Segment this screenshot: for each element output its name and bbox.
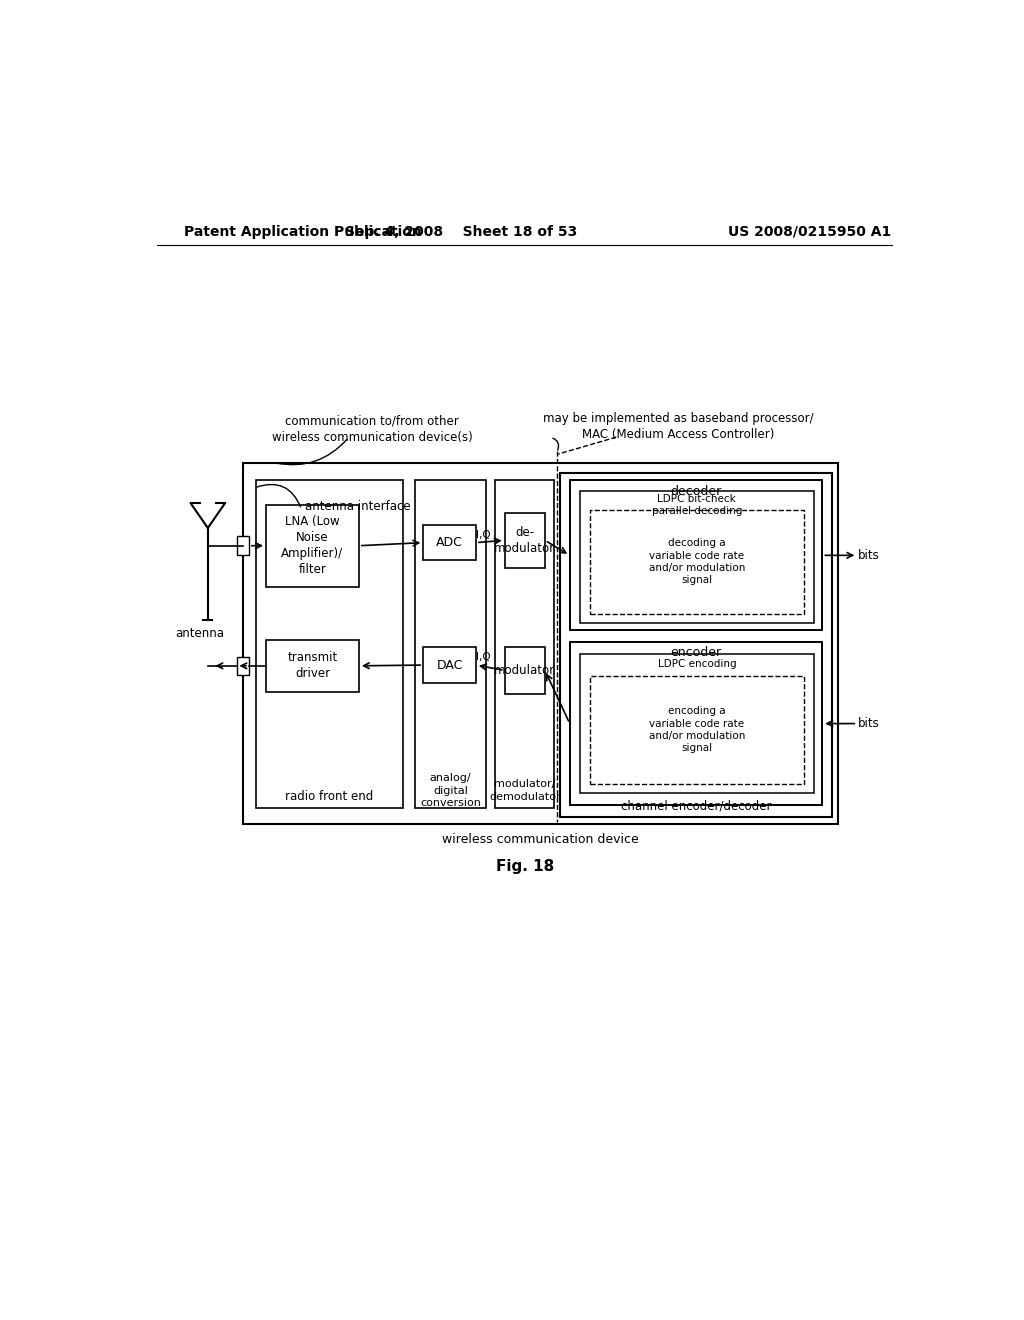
Text: US 2008/0215950 A1: US 2008/0215950 A1 bbox=[728, 224, 892, 239]
Bar bbox=[266, 640, 359, 692]
Bar bbox=[266, 504, 359, 586]
Text: encoding a
variable code rate
and/or modulation
signal: encoding a variable code rate and/or mod… bbox=[648, 706, 745, 754]
Text: may be implemented as baseband processor/
MAC (Medium Access Controller): may be implemented as baseband processor… bbox=[543, 412, 813, 441]
Bar bbox=[415, 480, 486, 808]
Bar bbox=[505, 512, 545, 568]
Text: Sep. 4, 2008    Sheet 18 of 53: Sep. 4, 2008 Sheet 18 of 53 bbox=[345, 224, 578, 239]
Text: I,Q: I,Q bbox=[476, 652, 492, 663]
Bar bbox=[256, 480, 403, 808]
Bar bbox=[423, 525, 476, 561]
Bar bbox=[590, 510, 804, 614]
Text: bits: bits bbox=[858, 717, 880, 730]
Text: bits: bits bbox=[858, 549, 880, 562]
Bar bbox=[580, 491, 814, 623]
Text: radio front end: radio front end bbox=[286, 791, 374, 804]
Text: channel encoder/decoder: channel encoder/decoder bbox=[621, 800, 771, 813]
Text: I,Q: I,Q bbox=[476, 529, 492, 540]
Text: encoder: encoder bbox=[671, 647, 722, 659]
Text: modulator: modulator bbox=[495, 664, 555, 677]
Text: analog/
digital
conversion: analog/ digital conversion bbox=[420, 774, 481, 808]
Bar bbox=[560, 473, 831, 817]
Bar bbox=[505, 647, 545, 693]
Text: ADC: ADC bbox=[436, 536, 463, 549]
Text: decoder: decoder bbox=[671, 484, 722, 498]
Text: LDPC encoding: LDPC encoding bbox=[657, 659, 736, 669]
Text: antenna: antenna bbox=[175, 627, 224, 640]
Bar bbox=[243, 462, 838, 825]
Text: DAC: DAC bbox=[436, 659, 463, 672]
Text: wireless communication device: wireless communication device bbox=[442, 833, 639, 846]
Text: transmit
driver: transmit driver bbox=[288, 651, 338, 680]
Text: de-
modulator: de- modulator bbox=[495, 525, 555, 554]
Bar bbox=[580, 655, 814, 793]
Bar bbox=[237, 536, 249, 554]
Text: communication to/from other
wireless communication device(s): communication to/from other wireless com… bbox=[271, 414, 472, 444]
Text: modulator/
demodulator: modulator/ demodulator bbox=[489, 779, 560, 801]
Text: decoding a
variable code rate
and/or modulation
signal: decoding a variable code rate and/or mod… bbox=[648, 539, 745, 586]
Text: antenna interface: antenna interface bbox=[305, 500, 411, 513]
Text: LDPC bit-check
parallel decoding: LDPC bit-check parallel decoding bbox=[651, 494, 742, 516]
Text: Fig. 18: Fig. 18 bbox=[496, 859, 554, 874]
Bar bbox=[569, 642, 822, 805]
Bar bbox=[569, 480, 822, 631]
Text: LNA (Low
Noise
Amplifier)/
filter: LNA (Low Noise Amplifier)/ filter bbox=[282, 515, 343, 577]
Text: Patent Application Publication: Patent Application Publication bbox=[183, 224, 422, 239]
Bar bbox=[423, 647, 476, 682]
Bar bbox=[237, 656, 249, 675]
Bar bbox=[590, 676, 804, 784]
Bar bbox=[496, 480, 554, 808]
